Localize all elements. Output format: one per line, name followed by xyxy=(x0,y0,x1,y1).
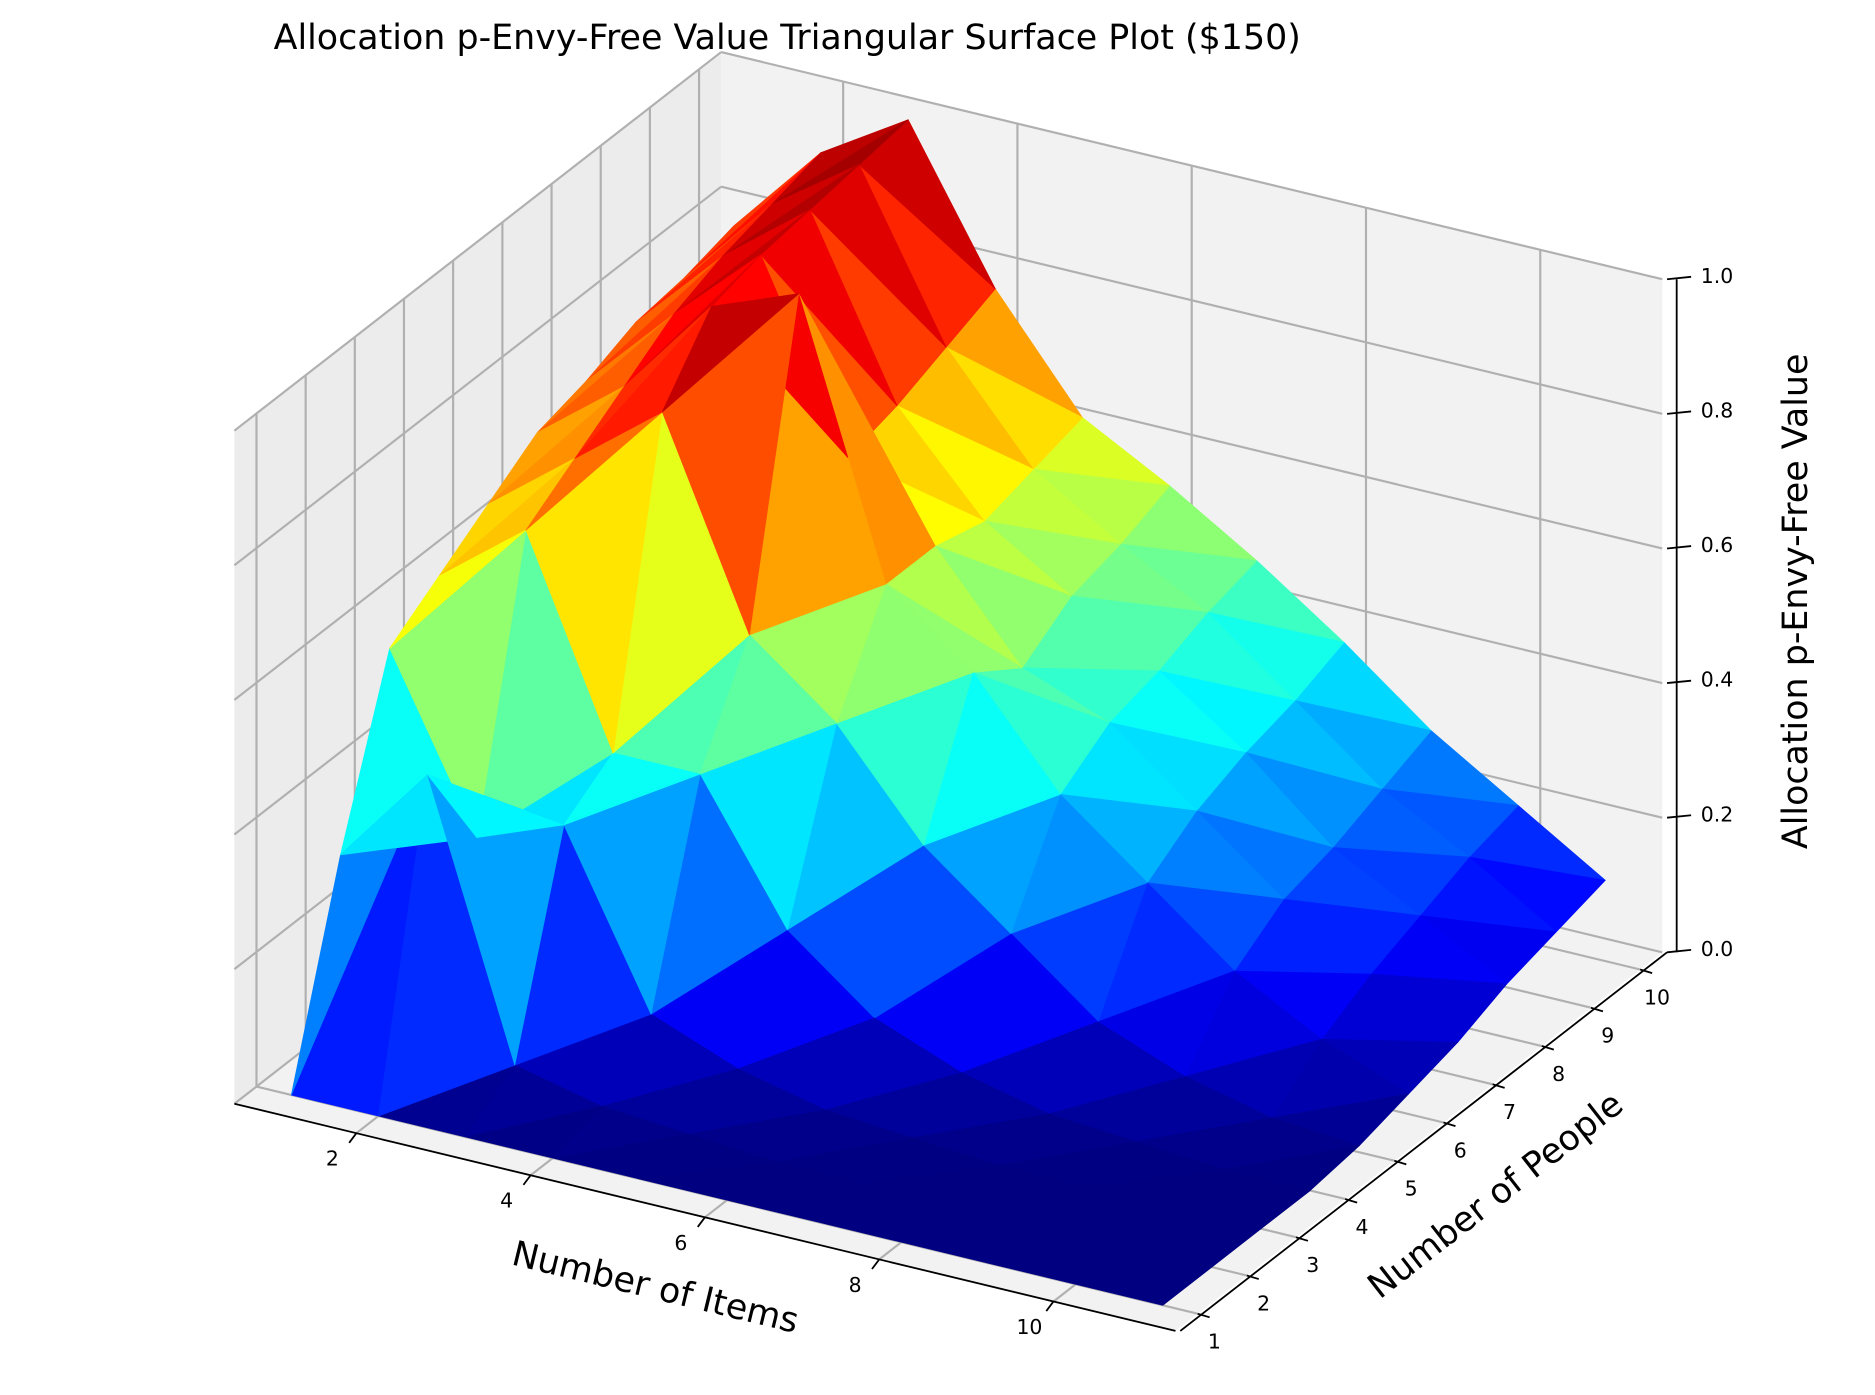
surface-triangle xyxy=(1075,1266,1213,1306)
y-tick-label: 5 xyxy=(1405,1177,1418,1201)
y-tick-label: 1 xyxy=(1208,1330,1221,1354)
x-tick xyxy=(871,1258,880,1270)
y-tick xyxy=(1639,968,1653,974)
y-tick-label: 9 xyxy=(1601,1024,1614,1048)
chart-title: Allocation p-Envy-Free Value Triangular … xyxy=(274,18,1301,58)
z-tick-label: 0.2 xyxy=(1701,802,1733,826)
y-tick xyxy=(1541,1045,1555,1051)
x-tick-label: 4 xyxy=(500,1189,513,1213)
z-tick-label: 1.0 xyxy=(1701,264,1733,288)
y-tick xyxy=(1246,1274,1260,1280)
y-tick xyxy=(1344,1198,1358,1204)
z-tick-label: 0.6 xyxy=(1701,533,1733,557)
surface-triangle xyxy=(563,752,701,826)
y-tick-label: 4 xyxy=(1355,1215,1368,1239)
y-tick xyxy=(1492,1083,1505,1089)
z-tick xyxy=(1666,275,1692,281)
z-tick xyxy=(1666,545,1692,550)
surface xyxy=(290,119,1606,1306)
y-axis-line xyxy=(1179,951,1668,1332)
y-tick xyxy=(1590,1006,1604,1013)
surface-triangle xyxy=(389,529,527,649)
x-tick xyxy=(348,1132,358,1144)
surface-triangle xyxy=(427,774,565,838)
y-tick-label: 2 xyxy=(1257,1291,1270,1315)
y-tick xyxy=(1394,1159,1407,1166)
y-tick-label: 10 xyxy=(1644,985,1670,1009)
grid-line xyxy=(233,51,1663,432)
z-tick xyxy=(1666,814,1692,819)
y-tick-label: 8 xyxy=(1552,1062,1565,1086)
x-tick xyxy=(1045,1300,1055,1312)
x-tick xyxy=(522,1174,532,1186)
x-tick xyxy=(696,1216,706,1228)
x-tick-label: 8 xyxy=(849,1273,862,1297)
x-axis-line xyxy=(234,1102,1176,1332)
z-tick-label: 0.4 xyxy=(1701,668,1733,692)
y-tick xyxy=(1197,1312,1210,1319)
z-tick xyxy=(1666,410,1692,415)
y-tick-label: 3 xyxy=(1306,1253,1319,1277)
z-tick-label: 0.8 xyxy=(1701,398,1733,422)
z-tick xyxy=(1666,679,1692,684)
z-tick xyxy=(1666,949,1692,954)
surface-triangle xyxy=(661,293,800,413)
y-tick xyxy=(1443,1121,1456,1127)
x-axis-label: Number of Items xyxy=(508,1234,802,1342)
y-tick xyxy=(1295,1236,1309,1242)
surface-triangle xyxy=(699,634,837,775)
x-tick-label: 6 xyxy=(674,1231,687,1255)
x-tick-label: 2 xyxy=(326,1147,339,1171)
y-tick-label: 7 xyxy=(1503,1100,1516,1124)
z-axis-label: Allocation p-Envy-Free Value xyxy=(1776,354,1816,850)
x-tick-label: 10 xyxy=(1016,1315,1042,1339)
y-tick-label: 6 xyxy=(1454,1138,1467,1162)
z-tick-label: 0.0 xyxy=(1701,937,1733,961)
